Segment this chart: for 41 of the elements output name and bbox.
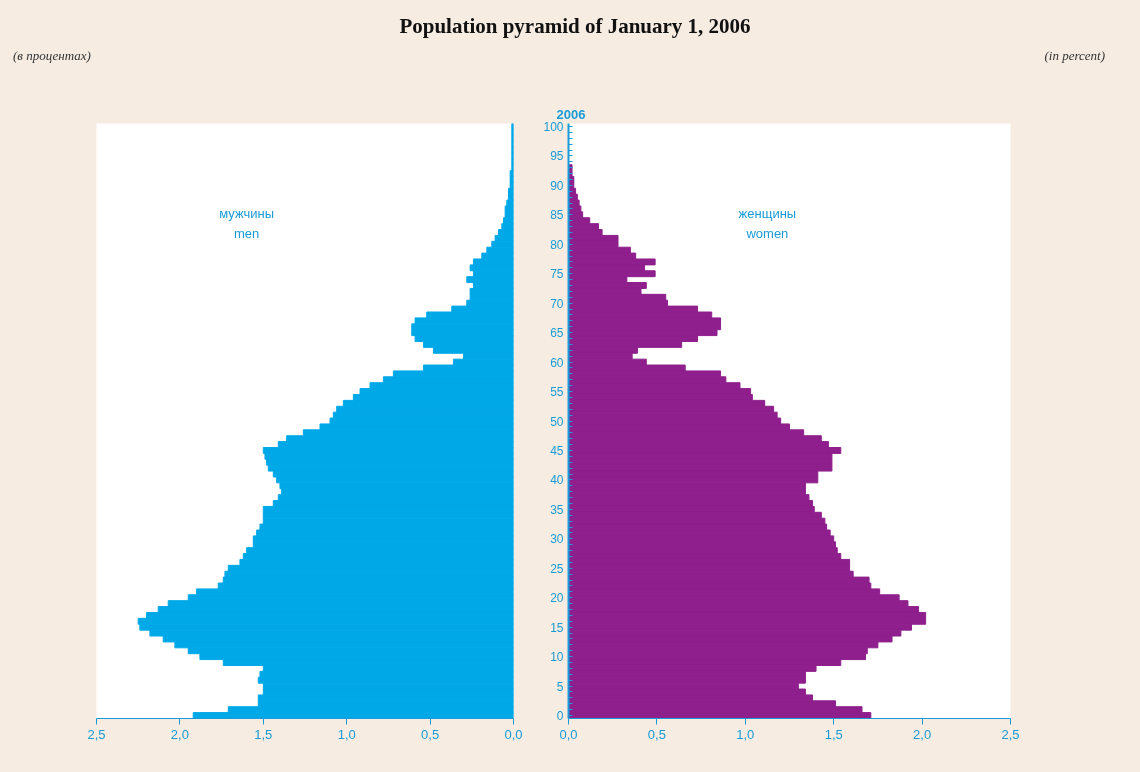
y-tick-label: 100 (543, 119, 564, 134)
x-tick-label: 0,5 (647, 726, 666, 742)
y-tick-label: 10 (550, 650, 564, 665)
y-tick-label: 50 (550, 414, 564, 429)
x-tick-label: 0,5 (421, 726, 440, 742)
text: Population pyramid of January 1, 2006 (399, 13, 751, 40)
x-tick-label: 2,5 (87, 726, 106, 742)
y-tick-label: 95 (550, 149, 564, 164)
y-tick-label: 75 (550, 267, 564, 282)
y-tick-label: 90 (550, 178, 564, 193)
y-tick-label: 60 (550, 355, 564, 370)
y-tick-label: 55 (550, 385, 564, 400)
y-tick-label: 45 (550, 443, 564, 458)
x-tick-label: 2,0 (170, 726, 189, 742)
x-tick-label: 0,0 (559, 726, 578, 742)
y-tick-label: 5 (556, 679, 564, 694)
text: (в процентах) (13, 47, 91, 65)
y-tick-label: 70 (550, 296, 564, 311)
y-tick-label: 0 (556, 709, 564, 724)
annotation: мужчины (219, 205, 275, 221)
y-tick-label: 30 (550, 532, 564, 547)
x-tick-label: 2,5 (1001, 726, 1020, 742)
annotation: women (745, 226, 789, 242)
chart-subtitle: 2006 (556, 106, 586, 122)
x-tick-label: 1,5 (824, 726, 843, 742)
annotation: men (233, 226, 260, 242)
y-tick-label: 85 (550, 208, 564, 223)
y-tick-label: 15 (550, 620, 564, 635)
text: (in percent) (1044, 47, 1105, 65)
x-tick-label: 2,0 (913, 726, 932, 742)
x-tick-label: 0,0 (504, 726, 523, 742)
y-tick-label: 40 (550, 473, 564, 488)
annotation: женщины (738, 205, 797, 221)
y-tick-label: 35 (550, 502, 564, 517)
y-tick-label: 80 (550, 237, 564, 252)
x-tick-label: 1,5 (254, 726, 273, 742)
y-tick-label: 65 (550, 326, 564, 341)
y-tick-label: 20 (550, 591, 564, 606)
x-tick-label: 1,0 (337, 726, 356, 742)
x-tick-label: 1,0 (736, 726, 755, 742)
y-tick-label: 25 (550, 561, 564, 576)
